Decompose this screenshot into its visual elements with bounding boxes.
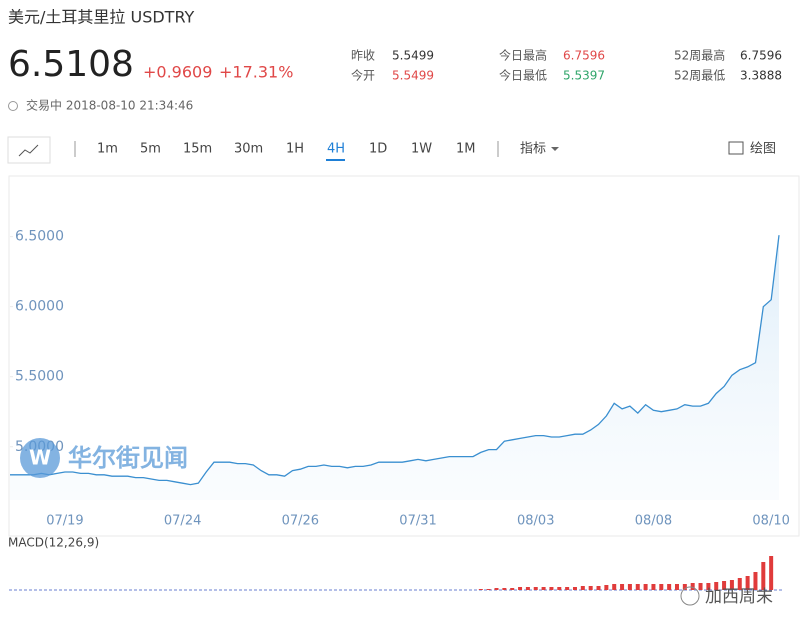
chart-frame: [8, 175, 800, 537]
interval-button[interactable]: 30m: [234, 142, 263, 157]
stat-value: 5.5499: [392, 49, 434, 63]
x-tick-label: 07/26: [282, 514, 319, 529]
macd-bar: [667, 584, 672, 590]
interval-button[interactable]: 1D: [369, 142, 387, 157]
x-tick-label: 07/19: [46, 514, 83, 529]
macd-bar: [729, 580, 734, 590]
macd-bar: [682, 584, 687, 590]
stat-label: 今日最高: [499, 48, 547, 63]
macd-bar: [698, 583, 703, 590]
macd-bar: [502, 588, 507, 590]
macd-bar: [659, 584, 664, 590]
macd-bar: [565, 587, 570, 590]
x-tick-label: 07/24: [164, 514, 201, 529]
macd-label: MACD(12,26,9): [8, 536, 99, 550]
stat-label: 今日最低: [499, 68, 547, 83]
chart-type-icon: [18, 144, 39, 157]
stat-value: 6.7596: [740, 49, 782, 63]
interval-button[interactable]: 1H: [286, 142, 304, 157]
interval-button[interactable]: 15m: [183, 142, 212, 157]
interval-button[interactable]: 1W: [411, 142, 432, 157]
indicator-menu[interactable]: 指标: [520, 142, 546, 157]
x-tick-label: 08/08: [635, 514, 672, 529]
macd-bar: [635, 584, 640, 590]
macd-bar: [486, 589, 491, 590]
macd-bar: [745, 576, 750, 590]
y-tick-label: 6.0000: [15, 299, 64, 315]
watermark: 华尔街见闻: [68, 444, 188, 472]
interval-button[interactable]: 5m: [140, 142, 161, 157]
macd-bar: [525, 587, 530, 590]
title: 美元/土耳其里拉 USDTRY: [8, 8, 195, 27]
macd-bar: [596, 586, 601, 590]
macd-panel: [478, 556, 774, 590]
area: [10, 235, 779, 500]
change-pct: +17.31%: [219, 63, 293, 82]
stat-value: 3.3888: [740, 69, 782, 83]
active-underline: [326, 159, 345, 161]
status: 交易中 2018-08-10 21:34:46: [26, 98, 193, 113]
x-tick-label: 08/03: [517, 514, 554, 529]
macd-bar: [588, 586, 593, 590]
price-line: [10, 235, 780, 486]
stats: 昨收 5.5499 今开 5.5499 今日最高 6.7596 今日最低 5.5397 52周最…: [351, 48, 782, 83]
x-tick-label: 07/31: [399, 514, 436, 529]
macd-bar: [494, 588, 499, 590]
dropdown-arrow: [551, 147, 559, 151]
plot: 5.00005.50006.00006.500007/1907/2407/260…: [10, 229, 790, 529]
macd-bar: [651, 584, 656, 590]
macd-bar: [714, 582, 719, 590]
watermark-logo-letter: W: [29, 446, 51, 470]
change: +0.9609: [143, 63, 212, 82]
stat-label: 昨收: [351, 49, 375, 63]
macd-bar: [737, 578, 742, 590]
macd-bar: [753, 572, 758, 590]
macd-bar: [769, 556, 774, 590]
macd-bar: [510, 588, 515, 590]
macd-bar: [478, 589, 483, 590]
interval-button[interactable]: 4H: [327, 142, 345, 157]
macd-bar: [533, 587, 538, 590]
macd-bar: [643, 584, 648, 590]
macd-bar: [549, 587, 554, 590]
chart-type-button[interactable]: [7, 136, 51, 164]
macd-bar: [580, 586, 585, 590]
macd-bar: [620, 584, 625, 590]
stat-value: 6.7596: [563, 49, 605, 63]
macd-bar: [690, 583, 695, 590]
price: 6.5108: [8, 44, 134, 85]
stat-value: 5.5499: [392, 69, 434, 83]
macd-bar: [706, 583, 711, 590]
macd-bar: [674, 584, 679, 590]
stat-value: 5.5397: [563, 69, 605, 83]
watermark-icon: [680, 586, 700, 606]
macd-bar: [557, 587, 562, 590]
y-tick-label: 6.5000: [15, 229, 64, 245]
interval-button[interactable]: 1m: [97, 142, 118, 157]
stat-label: 今开: [351, 68, 375, 83]
macd-bar: [627, 584, 632, 590]
draw-button[interactable]: 绘图: [750, 142, 776, 157]
interval-button[interactable]: 1M: [456, 142, 476, 157]
clock-icon: [8, 101, 18, 111]
toolbar: 1m 5m 15m 30m 1H 4H 1D 1W 1M: [97, 142, 476, 161]
macd-bar: [604, 585, 609, 590]
macd-bar: [722, 581, 727, 590]
x-tick-label: 08/10: [752, 514, 789, 529]
watermark-logo: [20, 438, 60, 478]
macd-bar: [761, 562, 766, 590]
macd-bar: [612, 584, 617, 590]
macd-bar: [541, 587, 546, 590]
y-tick-label: 5.5000: [15, 369, 64, 385]
macd-bar: [572, 587, 577, 590]
draw-icon: [728, 141, 744, 155]
macd-bar: [518, 587, 523, 590]
stat-label: 52周最高: [674, 48, 725, 63]
stat-label: 52周最低: [674, 69, 725, 83]
watermark: 加西周末: [705, 587, 773, 607]
